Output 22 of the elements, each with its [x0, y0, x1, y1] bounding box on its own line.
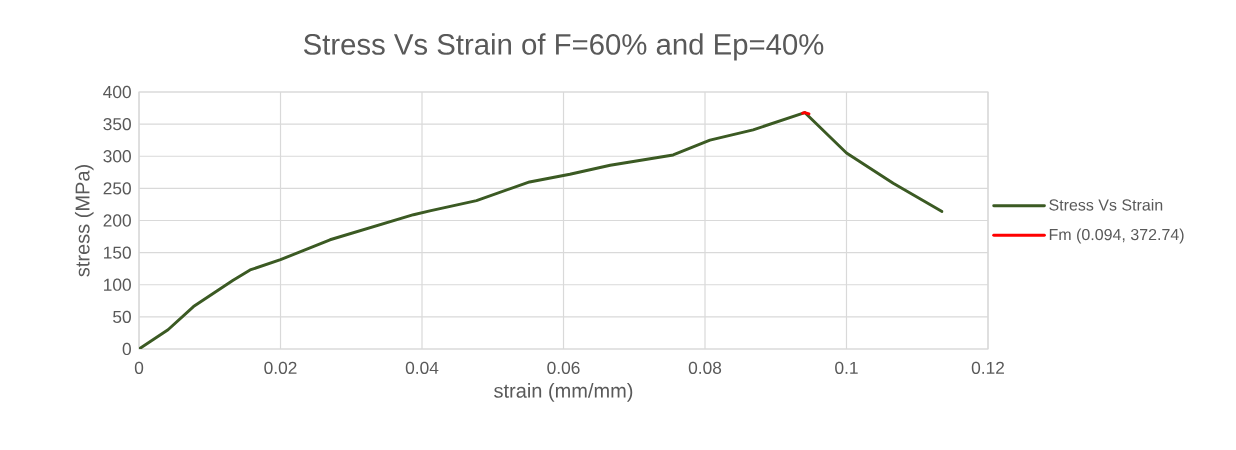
y-tick-label: 100 [104, 278, 131, 291]
legend-label: Fm (0.094, 372.74) [1049, 228, 1184, 244]
y-tick-label: 300 [103, 150, 131, 163]
y-tick-label: 50 [113, 310, 131, 323]
x-tick-label: 0.12 [971, 361, 1004, 374]
y-tick-label: 150 [104, 246, 131, 259]
legend-label: Stress Vs Strain [1049, 198, 1163, 211]
chart-title: Stress Vs Strain of F=60% and Ep=40% [303, 33, 824, 61]
x-tick-label: 0.06 [547, 361, 580, 374]
y-tick-label: 0 [122, 342, 131, 356]
x-tick-label: 0.04 [405, 361, 439, 374]
y-tick-label: 200 [103, 214, 131, 227]
x-tick-label: 0 [134, 361, 144, 374]
x-tick-label: 0.1 [835, 361, 858, 374]
y-tick-label: 250 [103, 182, 131, 195]
x-axis-title: strain (mm/mm) [494, 383, 633, 402]
y-axis-title: stress (MPa) [74, 165, 94, 277]
y-tick-label: 350 [103, 117, 131, 131]
x-tick-label: 0.02 [264, 361, 297, 374]
line-series [139, 111, 944, 349]
y-tick-label: 400 [103, 85, 131, 99]
x-tick-label: 0.08 [688, 361, 722, 374]
